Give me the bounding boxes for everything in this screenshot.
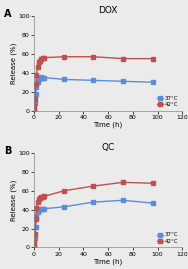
X-axis label: Time (h): Time (h) [93,121,123,128]
37°C [36,81,39,84]
42°C [122,57,124,60]
37°C [36,210,39,213]
37°C [152,201,154,205]
37°C [152,81,154,84]
37°C [38,208,40,211]
37°C [92,79,94,82]
37°C [38,78,40,81]
Line: 42°C: 42°C [32,180,154,249]
37°C [122,80,124,83]
37°C [33,246,35,249]
42°C [34,98,36,101]
42°C [36,201,39,204]
Y-axis label: Release (%): Release (%) [10,180,17,221]
Legend: 37°C, 42°C: 37°C, 42°C [155,231,180,245]
Y-axis label: Release (%): Release (%) [10,43,17,84]
42°C [62,189,65,192]
Title: DOX: DOX [98,6,118,15]
37°C [33,109,35,112]
42°C [38,61,40,64]
Line: 37°C: 37°C [32,75,154,112]
42°C [35,73,37,76]
Text: A: A [4,9,12,19]
Legend: 37°C, 42°C: 37°C, 42°C [155,94,180,108]
42°C [152,182,154,185]
37°C [34,101,36,105]
Line: 37°C: 37°C [32,199,154,249]
42°C [92,185,94,188]
42°C [62,55,65,58]
Title: QC: QC [102,143,115,152]
37°C [33,242,36,245]
42°C [38,198,40,201]
42°C [39,197,41,200]
37°C [41,207,44,210]
37°C [39,76,41,79]
Line: 42°C: 42°C [32,55,154,112]
37°C [35,92,37,95]
37°C [62,78,65,81]
42°C [122,181,124,184]
Text: B: B [4,146,11,155]
42°C [43,195,45,198]
42°C [33,104,36,107]
37°C [40,75,42,78]
37°C [62,205,65,208]
42°C [34,233,36,236]
42°C [43,56,45,59]
37°C [41,76,44,79]
37°C [35,216,37,219]
37°C [34,236,36,240]
37°C [33,106,36,109]
37°C [40,207,42,210]
42°C [41,196,44,199]
37°C [39,207,41,210]
42°C [35,218,37,221]
42°C [39,59,41,62]
42°C [33,109,35,112]
37°C [35,225,37,228]
42°C [41,56,44,59]
42°C [40,196,42,199]
37°C [43,76,45,79]
42°C [152,57,154,60]
37°C [92,201,94,204]
42°C [92,55,94,58]
X-axis label: Time (h): Time (h) [93,258,123,264]
42°C [35,206,37,210]
42°C [33,240,36,243]
42°C [35,83,37,86]
42°C [40,57,42,60]
42°C [36,66,39,69]
42°C [33,246,35,249]
37°C [35,85,37,89]
37°C [43,207,45,210]
37°C [122,199,124,202]
